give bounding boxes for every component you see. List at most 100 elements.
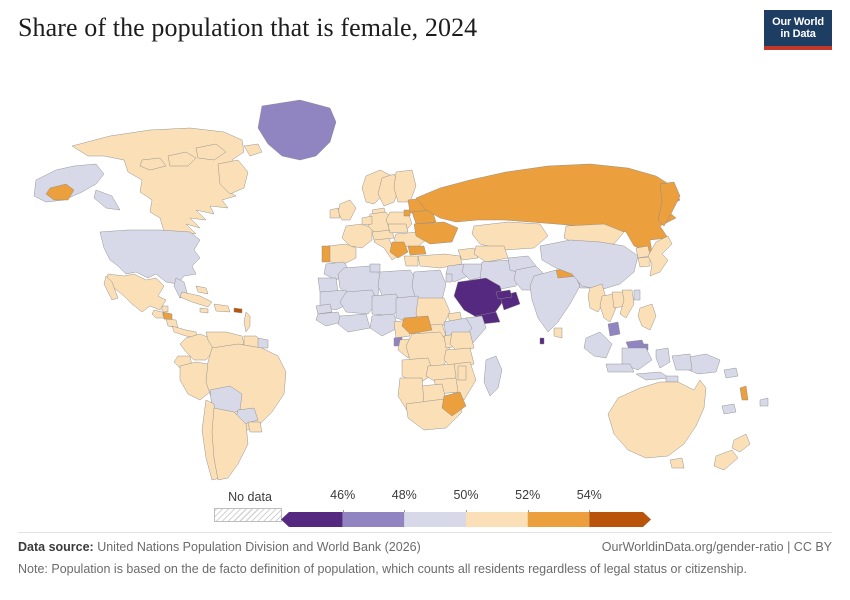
country-vietnam[interactable] (619, 289, 635, 319)
country-guinea-region[interactable] (315, 311, 343, 327)
country-canada[interactable] (71, 127, 245, 245)
country-ivory-coast-ghana[interactable] (337, 313, 371, 333)
country-bulgaria[interactable] (407, 245, 427, 256)
country-philippines[interactable] (637, 303, 657, 331)
country-new-zealand-south[interactable] (713, 449, 739, 471)
country-switzerland-austria[interactable] (371, 229, 395, 241)
country-western-sahara[interactable] (317, 277, 339, 293)
country-saudi-arabia[interactable] (453, 277, 505, 319)
country-israel[interactable] (445, 273, 453, 283)
country-jamaica[interactable] (199, 307, 209, 314)
map-svg[interactable] (0, 60, 850, 485)
country-canada-baffin[interactable] (217, 159, 249, 195)
country-russia[interactable] (415, 163, 681, 253)
country-czechia-slovakia[interactable] (387, 223, 409, 234)
country-solomon-islands[interactable] (723, 367, 739, 379)
country-canada-arctic-2[interactable] (195, 143, 227, 161)
country-sweden[interactable] (377, 173, 401, 207)
legend-bin-4[interactable] (527, 512, 590, 527)
country-indonesia-sulawesi[interactable] (655, 347, 671, 369)
country-baja[interactable] (103, 275, 119, 301)
country-honduras[interactable] (162, 311, 173, 321)
country-cuba[interactable] (179, 291, 213, 308)
country-indonesia-sumatra[interactable] (583, 331, 613, 359)
country-portugal[interactable] (321, 245, 331, 263)
country-uzbekistan-turkmenistan[interactable] (473, 245, 509, 263)
country-iceland[interactable] (45, 183, 75, 201)
country-russia-kamchatka[interactable] (657, 181, 681, 227)
country-china[interactable] (539, 239, 639, 291)
legend-bin-5[interactable] (589, 512, 651, 527)
country-eswatini-lesotho[interactable] (441, 391, 467, 417)
country-greece[interactable] (403, 255, 419, 267)
country-french-guiana[interactable] (257, 337, 269, 349)
country-senegal[interactable] (315, 303, 333, 315)
country-bahamas[interactable] (195, 285, 209, 295)
country-puerto-rico[interactable] (233, 307, 243, 314)
country-egypt[interactable] (411, 269, 447, 301)
country-mexico[interactable] (105, 273, 167, 313)
country-lesser-antilles[interactable] (243, 311, 251, 333)
legend-bin-0[interactable] (281, 512, 343, 527)
legend-no-data[interactable]: No data (214, 490, 286, 522)
country-belize[interactable] (161, 305, 169, 313)
country-uae[interactable] (495, 289, 513, 300)
country-turkey[interactable] (417, 253, 463, 269)
country-new-caledonia[interactable] (721, 403, 737, 415)
country-australia[interactable] (607, 379, 707, 459)
country-balkans[interactable] (389, 241, 409, 259)
country-indonesia-papua[interactable] (671, 353, 693, 371)
legend-no-data-swatch[interactable] (214, 508, 282, 522)
country-alaska-panhandle[interactable] (93, 189, 121, 211)
country-new-zealand-north[interactable] (731, 433, 751, 453)
country-sri-lanka[interactable] (553, 327, 563, 339)
country-tunisia[interactable] (369, 263, 381, 273)
country-canada-islands[interactable] (243, 143, 263, 157)
country-argentina[interactable] (211, 407, 249, 481)
country-kazakhstan[interactable] (471, 221, 549, 251)
country-japan[interactable] (647, 235, 673, 277)
country-united-states[interactable] (99, 229, 201, 285)
country-uruguay[interactable] (247, 421, 263, 433)
country-central-african-republic[interactable] (401, 315, 433, 335)
country-greenland[interactable] (257, 99, 337, 161)
country-canada-arctic-3[interactable] (139, 157, 167, 171)
world-choropleth-map[interactable] (0, 60, 850, 485)
owid-logo[interactable]: Our World in Data (764, 10, 832, 50)
country-ireland[interactable] (329, 207, 341, 219)
country-hispaniola[interactable] (213, 303, 231, 313)
country-indonesia-java[interactable] (605, 363, 635, 373)
country-timor[interactable] (665, 375, 679, 383)
country-colombia[interactable] (179, 333, 215, 361)
source-url-link[interactable]: OurWorldinData.org/gender-ratio | CC BY (601, 540, 832, 554)
country-belarus[interactable] (411, 209, 437, 225)
country-ukraine-moldova[interactable] (413, 221, 459, 245)
country-benelux[interactable] (361, 215, 373, 226)
country-malaysia-peninsular[interactable] (607, 321, 621, 337)
country-tasmania[interactable] (669, 457, 685, 469)
legend-bin-3[interactable] (466, 512, 528, 527)
country-taiwan[interactable] (633, 289, 641, 301)
country-malawi[interactable] (457, 365, 467, 381)
country-canada-arctic-1[interactable] (167, 151, 197, 167)
country-maldives[interactable] (539, 337, 545, 345)
country-south-korea[interactable] (637, 256, 651, 268)
legend-bin-2[interactable] (404, 512, 466, 527)
country-iraq[interactable] (461, 263, 487, 281)
country-india[interactable] (529, 269, 581, 333)
legend-bin-1[interactable] (342, 512, 405, 527)
country-kaliningrad[interactable] (403, 209, 411, 217)
country-guatemala[interactable] (151, 309, 165, 319)
legend-gradient-bar[interactable] (281, 512, 651, 527)
country-nigeria[interactable] (369, 313, 399, 337)
country-mali[interactable] (339, 289, 379, 315)
country-finland[interactable] (393, 169, 417, 203)
country-fiji[interactable] (759, 397, 769, 407)
country-madagascar[interactable] (483, 355, 503, 397)
country-vanuatu[interactable] (739, 385, 749, 401)
country-caucasus[interactable] (457, 247, 479, 261)
country-united-kingdom[interactable] (337, 199, 357, 221)
legend-color-scale[interactable]: 46% 48% 50% 52% 54% (281, 488, 651, 534)
country-angola[interactable] (401, 357, 435, 385)
country-indonesia-islands[interactable] (635, 371, 671, 381)
